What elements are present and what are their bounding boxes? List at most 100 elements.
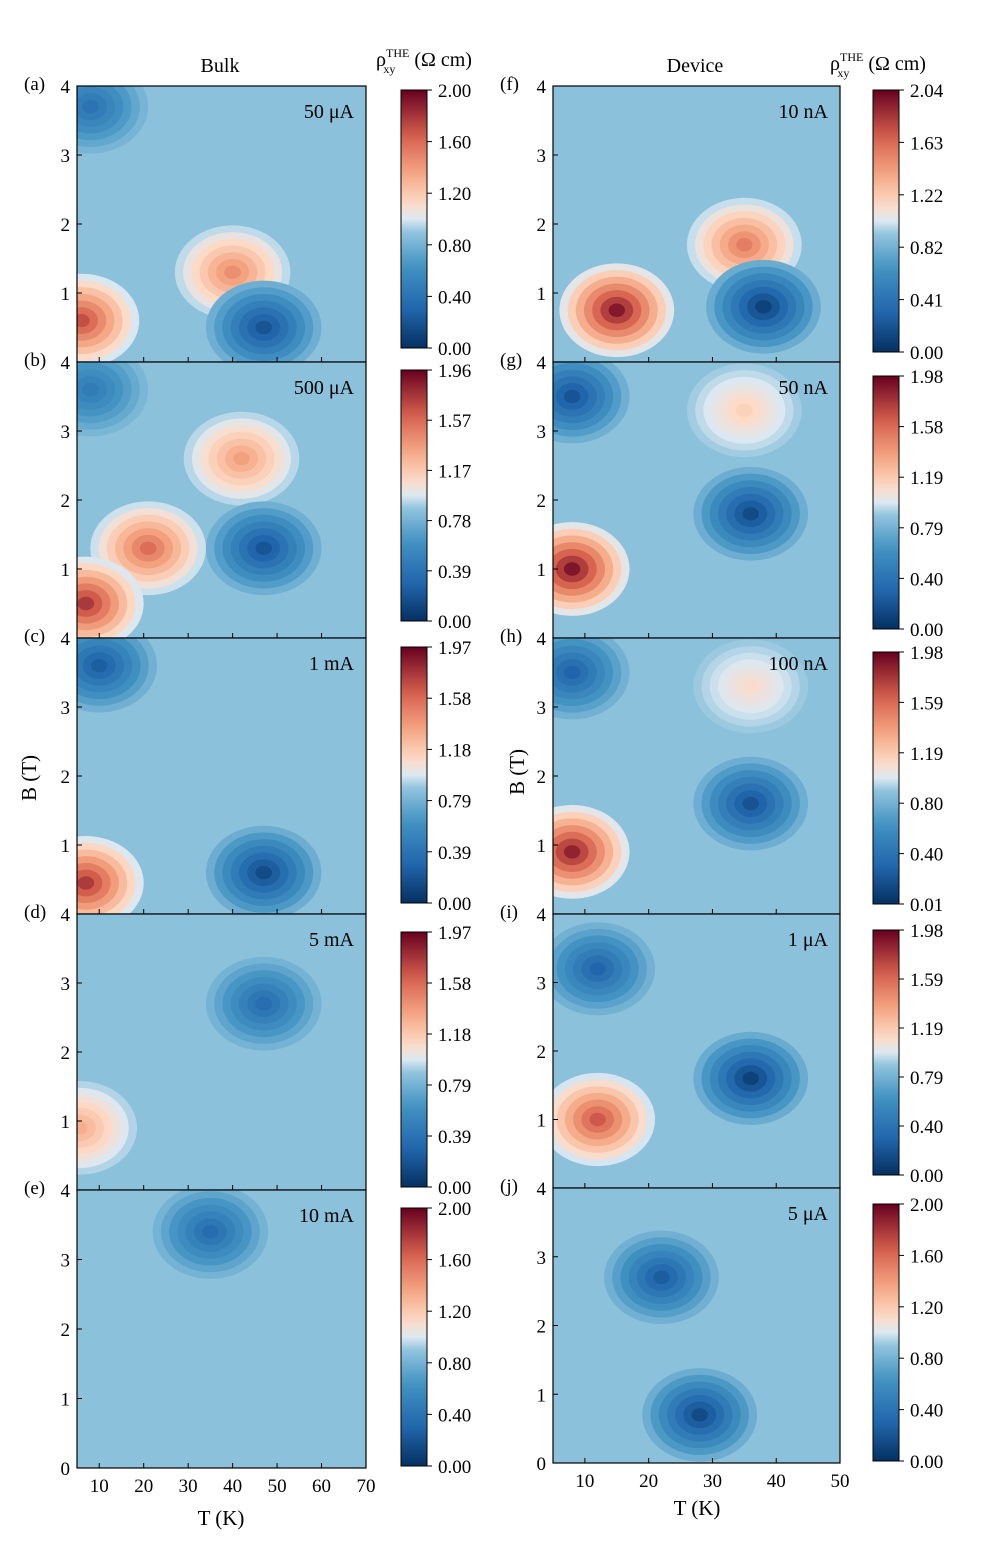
contour-level [608, 303, 625, 317]
colorbar-tick-label: 0.39 [438, 562, 471, 583]
y-tick-label: 1 [537, 1385, 547, 1406]
contour-low-1 [205, 956, 322, 1051]
colorbar-tick-label: 0.39 [438, 843, 471, 864]
colorbar-tick-label: 0.79 [910, 519, 943, 540]
colorbar-tick-label: 0.40 [438, 287, 471, 308]
x-axis-label-left: T (K) [198, 1506, 245, 1530]
current-annotation: 1 mA [309, 653, 355, 675]
colorbar [872, 1203, 900, 1462]
contour-level [255, 997, 273, 1011]
colorbar-tick-label: 0.79 [910, 1068, 943, 1089]
colorbar [400, 646, 428, 904]
contour-level [82, 100, 99, 114]
x-tick-label: 60 [312, 1476, 331, 1497]
panel-label: (d) [24, 902, 46, 923]
y-tick-label: 1 [61, 836, 71, 857]
x-tick-label: 70 [357, 1476, 376, 1497]
contour-level [563, 845, 581, 859]
y-tick-label: 4 [537, 905, 547, 926]
x-tick-label: 30 [703, 1471, 722, 1492]
contour-level [255, 865, 273, 880]
y-tick-label: 4 [537, 77, 547, 98]
colorbar-tick-label: 0.79 [438, 792, 471, 813]
y-tick-label: 2 [61, 1320, 71, 1341]
y-tick-label: 4 [61, 1181, 71, 1202]
y-tick-label: 3 [61, 974, 71, 995]
contour-level [82, 382, 99, 397]
contour-low-2 [693, 466, 809, 561]
colorbar-tick-label: 1.58 [438, 974, 471, 995]
contour-low-2 [693, 756, 809, 851]
panel-label: (j) [500, 1176, 518, 1197]
y-tick-label: 4 [537, 1179, 547, 1200]
y-tick-label: 0 [61, 1459, 71, 1480]
contour-low-0 [642, 1368, 758, 1462]
contour-low-1 [693, 1031, 809, 1125]
panel-label: (b) [24, 350, 46, 371]
colorbar-tick-label: 2.00 [910, 1195, 943, 1216]
colorbar-tick-label: 1.96 [438, 361, 471, 382]
rho-symbol: ρ [376, 49, 386, 71]
colorbar-tick-label: 1.19 [910, 1019, 943, 1040]
colorbar-tick-label: 1.22 [910, 186, 943, 207]
contour-low-2 [706, 259, 821, 354]
y-tick-label: 2 [61, 215, 71, 236]
current-annotation: 1 μA [788, 929, 829, 951]
panel-a: 1 2 3 4 (a) 50 μA 0.00 0.40 0.80 1.20 1.60 2.00 [24, 74, 471, 363]
contour-level [589, 962, 606, 976]
superscript: THE [840, 50, 863, 64]
x-tick-label: 50 [268, 1476, 287, 1497]
contour-low-3 [553, 362, 630, 444]
panel-j: 0 1 2 3 4 10 20 30 40 50 (j) 5 μA 0.00 0.40 0.80 1.20 1.… [500, 1176, 943, 1492]
panel-label: (c) [24, 626, 45, 647]
y-tick-label: 4 [61, 629, 71, 650]
current-annotation: 5 μA [788, 1203, 829, 1225]
heatmap-field [553, 86, 840, 362]
x-tick-label: 20 [639, 1471, 658, 1492]
panel-c: 1 2 3 4 (c) 1 mA 0.00 0.39 0.79 1.18 1.58 1.97 [24, 626, 471, 915]
colorbar-tick-label: 1.98 [910, 921, 943, 942]
contour-low-1 [604, 1230, 719, 1325]
y-tick-label: 0 [537, 1454, 547, 1475]
panels: 1 2 3 4 (a) 50 μA 0.00 0.40 0.80 1.20 1.60 2.00 1 2 3 4… [24, 74, 944, 1497]
y-tick-label: 4 [61, 905, 71, 926]
panel-label: (i) [500, 902, 518, 923]
heatmap-field [553, 914, 840, 1188]
contour-level [255, 541, 273, 555]
colorbar-tick-label: 1.20 [438, 1302, 471, 1323]
y-tick-label: 3 [61, 422, 71, 443]
colorbar-tick-label: 0.80 [910, 1349, 943, 1370]
y-tick-label: 3 [61, 146, 71, 167]
unit: (Ω cm) [863, 53, 926, 75]
colorbar-tick-label: 1.18 [438, 1025, 471, 1046]
panel-e: 0 1 2 3 4 10 20 30 40 50 60 70 (e) 10 mA 0.00 0.40 0.80 1… [24, 1178, 471, 1497]
panel-label: (f) [500, 74, 519, 95]
colorbar [400, 931, 428, 1188]
heatmap-field [77, 1190, 366, 1468]
current-annotation: 10 mA [299, 1205, 355, 1227]
subscript: xy [837, 66, 849, 80]
panel-d: 1 2 3 4 (d) 5 mA 0.00 0.39 0.79 1.18 1.58 1.97 [24, 902, 471, 1199]
current-annotation: 50 nA [779, 377, 829, 399]
colorbar-tick-label: 1.17 [438, 461, 471, 482]
contour-level [742, 1071, 759, 1086]
colorbar-tick-label: 0.82 [910, 238, 943, 259]
contour-low-3 [77, 86, 149, 154]
colorbar [400, 1207, 428, 1467]
contour-level [77, 313, 90, 328]
colorbar-title-right: ρTHE xy (Ω cm) [830, 50, 926, 80]
contour-level [755, 300, 772, 314]
heatmap-field [553, 362, 840, 638]
x-tick-label: 50 [831, 1471, 850, 1492]
panel-i: 1 2 3 4 (i) 1 μA 0.00 0.40 0.79 1.19 1.59 1.98 [500, 902, 943, 1189]
current-annotation: 500 μA [294, 377, 355, 399]
y-tick-label: 1 [537, 284, 547, 305]
colorbar-tick-label: 0.40 [438, 1405, 471, 1426]
column-title-bulk: Bulk [201, 55, 240, 77]
colorbar-tick-label: 0.40 [910, 845, 943, 866]
y-tick-label: 1 [61, 1112, 71, 1133]
x-tick-label: 30 [179, 1476, 198, 1497]
contour-level [77, 876, 95, 890]
colorbar-tick-label: 2.04 [910, 81, 944, 102]
colorbar-title-text: ρTHE xy (Ω cm) [376, 46, 472, 76]
